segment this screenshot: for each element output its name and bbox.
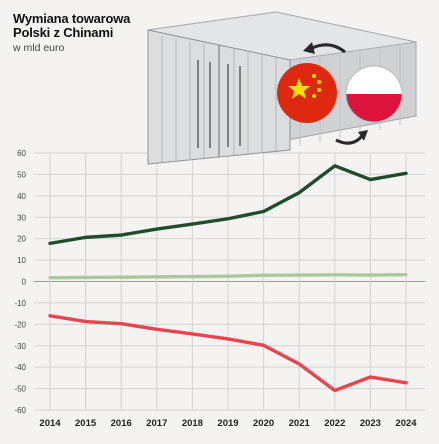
y-tick-label: 20 [17, 235, 26, 244]
y-tick-label: -20 [14, 320, 26, 329]
grid [34, 153, 425, 410]
x-tick-label: 2023 [360, 418, 381, 429]
x-tick-label: 2022 [324, 418, 345, 429]
y-tick-label: -60 [14, 406, 26, 415]
x-tick-label: 2020 [253, 418, 274, 429]
china-flag-icon [277, 63, 337, 123]
x-axis-ticks: 2014 2015 2016 2017 2018 2019 2020 2021 2022 2023… [39, 418, 417, 429]
y-tick-label: 30 [17, 213, 26, 222]
x-tick-label: 2024 [395, 418, 417, 429]
chart-title-line-2: Polski z Chinami [13, 26, 130, 40]
title-block: Wymiana towarowa Polski z Chinami w mld … [13, 12, 130, 54]
y-tick-label: -10 [14, 299, 26, 308]
x-tick-label: 2017 [146, 418, 167, 429]
chart-subtitle: w mld euro [13, 42, 130, 54]
y-axis-ticks: 60 50 40 30 20 10 0 -10 -20 -30 -40 -50 -60 [14, 149, 26, 415]
x-tick-label: 2015 [75, 418, 97, 429]
x-tick-label: 2021 [289, 418, 311, 429]
x-tick-label: 2019 [217, 418, 238, 429]
x-tick-label: 2018 [182, 418, 203, 429]
y-tick-label: 10 [17, 256, 26, 265]
chart-title-line-1: Wymiana towarowa [13, 12, 130, 26]
y-tick-label: 50 [17, 170, 26, 179]
x-tick-label: 2016 [111, 418, 132, 429]
y-tick-label: 40 [17, 192, 26, 201]
container-illustration [148, 12, 416, 164]
y-tick-label: -30 [14, 342, 26, 351]
y-tick-label: 0 [22, 278, 27, 287]
x-tick-label: 2014 [39, 418, 61, 429]
y-tick-label: -40 [14, 363, 26, 372]
y-tick-label: 60 [17, 149, 26, 158]
y-tick-label: -50 [14, 385, 26, 394]
